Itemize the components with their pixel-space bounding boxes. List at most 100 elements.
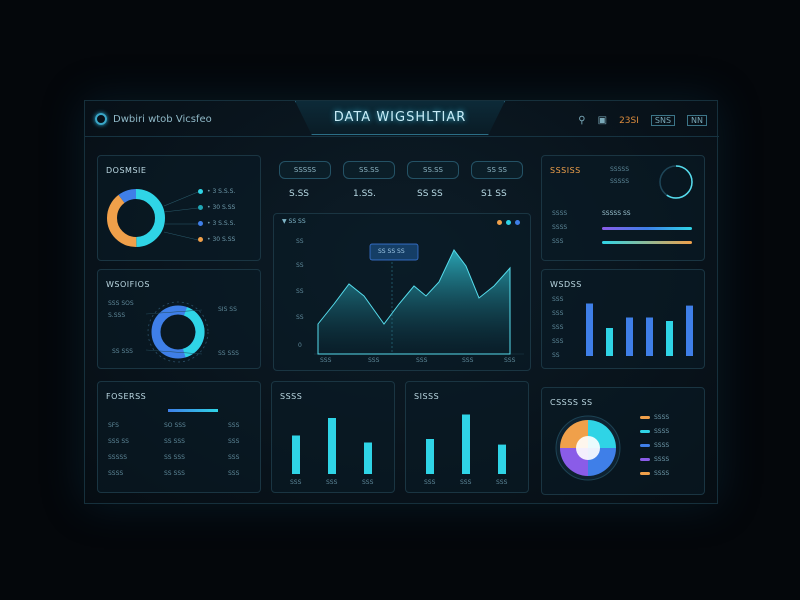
metric-sub: SSSS bbox=[552, 210, 568, 217]
bar bbox=[426, 439, 434, 474]
panel-title: FOSERSS bbox=[106, 392, 147, 401]
legend-item: SSSS bbox=[640, 442, 669, 449]
bar bbox=[606, 328, 613, 356]
tab-2[interactable]: SS.SS bbox=[407, 161, 459, 179]
table-cell: SO SSS bbox=[164, 422, 186, 429]
panel-list: FOSERSS SFS SO SSS SSS SSS SS SS SSS SSS SSSSS… bbox=[97, 381, 261, 493]
tab-1[interactable]: SS.SS bbox=[343, 161, 395, 179]
legend-item: SSSS bbox=[640, 470, 669, 477]
y-tick: SS bbox=[552, 352, 560, 359]
area-chart bbox=[314, 243, 524, 355]
progress-bar bbox=[602, 227, 692, 230]
tab-0[interactable]: SSSSS bbox=[279, 161, 331, 179]
chart-subtitle: ▼ SS SS bbox=[282, 218, 306, 225]
bar bbox=[364, 442, 372, 474]
y-tick: SS bbox=[296, 314, 304, 321]
tab-value: S.SS bbox=[289, 189, 309, 199]
panel-donut-mid: WSOIFIOS SSS SOS S.SSS SS SSS SIS SS SS … bbox=[97, 269, 261, 369]
metric-label: SSSSS bbox=[610, 166, 630, 173]
x-tick: SSS bbox=[290, 479, 302, 486]
tab-value: SS SS bbox=[417, 189, 443, 199]
donut-chart-top bbox=[107, 189, 199, 247]
bar bbox=[686, 305, 693, 356]
x-tick: SSS bbox=[362, 479, 374, 486]
legend-swatches bbox=[497, 220, 520, 225]
metric-sub: SSS bbox=[552, 238, 564, 245]
panel-title: CSSSS SS bbox=[550, 398, 593, 407]
brand-name: Dwbiri wtob Vicsfeo bbox=[113, 113, 212, 125]
metric-sub: SSSS bbox=[552, 224, 568, 231]
table-cell: SSS bbox=[228, 422, 240, 429]
panel-bar-chart: WSDSS SSS SSS SSS SSS SS bbox=[541, 269, 705, 369]
bar bbox=[498, 444, 506, 474]
y-tick: 0 bbox=[298, 342, 302, 349]
legend-item: SSSS bbox=[640, 428, 669, 435]
table-cell: SS SSS bbox=[164, 454, 185, 461]
label: SIS SS bbox=[218, 306, 237, 313]
legend-item: SSSS bbox=[640, 414, 669, 421]
legend-item: SSSS bbox=[640, 456, 669, 463]
legend-item: • 3 S.S.S. bbox=[198, 188, 235, 195]
x-tick: SSS bbox=[424, 479, 436, 486]
y-tick: SS bbox=[296, 262, 304, 269]
table-cell: SSS bbox=[228, 470, 240, 477]
brand: Dwbiri wtob Vicsfeo bbox=[95, 113, 212, 125]
header: Dwbiri wtob Vicsfeo DATA WIGSHLTIAR ⚲ ▣ … bbox=[85, 101, 719, 137]
y-tick: SSS bbox=[552, 296, 564, 303]
bar bbox=[586, 303, 593, 356]
title-plate: DATA WIGSHLTIAR bbox=[295, 101, 505, 135]
y-tick: SSS bbox=[552, 310, 564, 317]
bar bbox=[666, 321, 673, 356]
header-box-2[interactable]: NN bbox=[687, 115, 707, 126]
donut-chart-mid bbox=[145, 301, 209, 363]
label: SS SSS bbox=[112, 348, 133, 355]
panel-bars-2: SISSS SSS SSS SSS bbox=[405, 381, 529, 493]
pie-chart bbox=[555, 415, 621, 481]
table-cell: SS SSS bbox=[164, 470, 185, 477]
x-tick: SSS bbox=[496, 479, 508, 486]
page-title: DATA WIGSHLTIAR bbox=[333, 110, 467, 125]
table-cell: SSS bbox=[228, 454, 240, 461]
x-tick: SSS bbox=[462, 357, 474, 364]
x-tick: SSS bbox=[460, 479, 472, 486]
donut-segment-orange bbox=[107, 189, 165, 247]
panel-main-chart: ▼ SS SS SS SS SS SS SS SS SS 0 SSS SSS S… bbox=[273, 213, 531, 371]
y-tick: SSS bbox=[552, 324, 564, 331]
legend-item: • 30 S.SS bbox=[198, 204, 235, 211]
progress-bar bbox=[602, 241, 692, 244]
bar-chart: SSS SSS SSS bbox=[290, 418, 374, 486]
bar bbox=[646, 317, 653, 356]
tab-value: S1 SS bbox=[481, 189, 507, 199]
bar bbox=[462, 414, 470, 474]
panel-donut-top: DOSMSIE • 3 S.S.S. • 30 S.SS • 3 S.S.S. … bbox=[97, 155, 261, 261]
header-box-1[interactable]: SNS bbox=[650, 115, 676, 126]
tooltip: SS SS SS bbox=[378, 248, 405, 255]
label: S.SSS bbox=[108, 312, 126, 319]
ring-gauge bbox=[659, 165, 693, 199]
panel-pie: CSSSS SS SSSS SSSS SSSS SSSS SSSS bbox=[541, 387, 705, 495]
x-tick: SSS bbox=[504, 357, 516, 364]
calendar-icon[interactable]: ▣ bbox=[597, 115, 608, 126]
metric-sub: SSSSS SS bbox=[602, 210, 631, 217]
bar bbox=[292, 435, 300, 474]
table-cell: SSSSS bbox=[108, 454, 128, 461]
panel-title: WSDSS bbox=[550, 280, 582, 289]
label: SSS SOS bbox=[108, 300, 134, 307]
tab-3[interactable]: SS SS bbox=[471, 161, 523, 179]
panel-title: DOSMSIE bbox=[106, 166, 147, 175]
bar bbox=[626, 317, 633, 356]
pin-icon[interactable]: ⚲ bbox=[578, 115, 586, 126]
metric-label: SSSSS bbox=[610, 178, 630, 185]
bar-chart: SSS SSS SSS bbox=[424, 414, 508, 486]
table-cell: SSSS bbox=[108, 470, 124, 477]
bar bbox=[328, 418, 336, 474]
panel-title: SISSS bbox=[414, 392, 440, 401]
x-tick: SSS bbox=[368, 357, 380, 364]
table-cell: SFS bbox=[108, 422, 119, 429]
legend-item: • 30 S.SS bbox=[198, 236, 235, 243]
panel-title: SSSS bbox=[280, 392, 303, 401]
header-icons: ⚲ ▣ 23SI SNS NN bbox=[578, 115, 707, 126]
orange-status[interactable]: 23SI bbox=[619, 115, 639, 126]
panel-title: WSOIFIOS bbox=[106, 280, 150, 289]
panel-bars-1: SSSS SSS SSS SSS bbox=[271, 381, 395, 493]
